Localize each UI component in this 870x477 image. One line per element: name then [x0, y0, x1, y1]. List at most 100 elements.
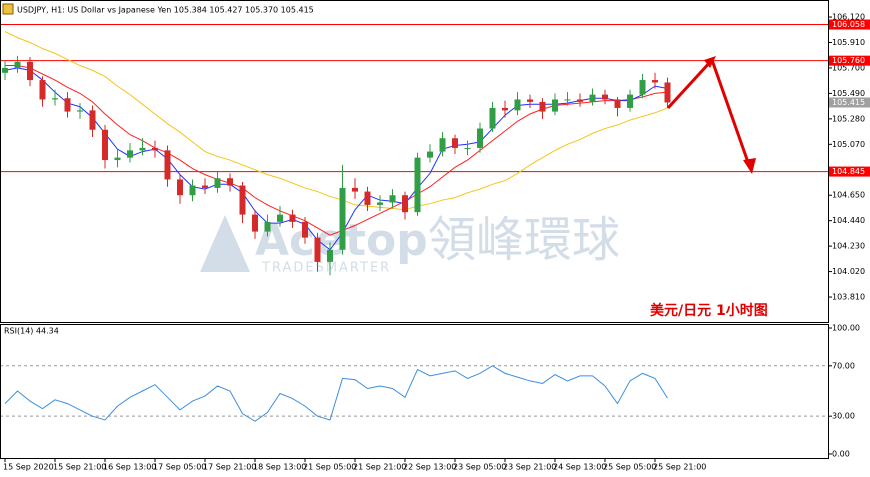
y-tick-label: 103.810	[832, 293, 865, 302]
candle-body	[264, 221, 271, 232]
candle-body	[302, 221, 308, 238]
candle-body	[389, 195, 396, 203]
y-tick-label: 105.280	[832, 114, 865, 123]
y-tick-label: 104.650	[832, 191, 865, 200]
candle-body	[352, 187, 358, 192]
candle-body	[489, 107, 496, 129]
symbol-icon	[2, 3, 14, 15]
y-tick-label: 104.020	[832, 267, 865, 276]
y-tick-label: 70.00	[832, 361, 855, 370]
rsi-title: RSI(14) 44.34	[4, 327, 59, 336]
y-tick-label: 30.00	[832, 412, 855, 421]
y-tick-label: 105.910	[832, 38, 865, 47]
level-label: 105.760	[832, 56, 865, 65]
candle-body	[427, 151, 433, 158]
candle-body	[339, 187, 346, 250]
main-panel-border	[0, 0, 829, 323]
annotation: 美元/日元 1小时图	[650, 302, 768, 319]
candle-body	[102, 129, 108, 161]
candle-body	[564, 99, 571, 101]
candle-body	[89, 110, 96, 130]
level-label-box	[829, 19, 870, 30]
candle-body	[27, 61, 33, 81]
candle-body	[477, 128, 483, 148]
x-tick-label: 25 Sep 05:00	[603, 463, 656, 472]
level-label: 106.058	[832, 20, 865, 29]
candle-body	[527, 99, 533, 102]
chart-title: USDJPY, H1: US Dollar vs Japanese Yen 10…	[17, 6, 314, 15]
watermark-tagline: TRADESMARTER	[261, 261, 391, 276]
x-tick-label: 23 Sep 05:00	[453, 463, 506, 472]
y-tick-label: 0.00	[832, 449, 850, 458]
candle-body	[364, 191, 371, 205]
x-tick-label: 17 Sep 21:00	[203, 463, 256, 472]
candle-body	[314, 237, 321, 262]
candle-body	[14, 61, 21, 68]
level-label: 104.845	[832, 167, 865, 176]
candle-body	[164, 150, 171, 180]
x-tick-label: 22 Sep 13:00	[403, 463, 456, 472]
candle-body	[189, 185, 196, 196]
x-tick-label: 17 Sep 05:00	[153, 463, 206, 472]
candle-body	[589, 94, 596, 102]
x-tick-label: 21 Sep 05:00	[303, 463, 356, 472]
y-tick-label: 105.070	[832, 140, 865, 149]
candle-body	[439, 138, 446, 152]
candle-body	[214, 178, 221, 188]
rsi-line	[4, 365, 668, 422]
candle-body	[239, 185, 246, 215]
x-tick-label: 25 Sep 21:00	[653, 463, 706, 472]
x-tick-label: 15 Sep 21:00	[53, 463, 106, 472]
candle-body	[77, 110, 83, 112]
watermark: Acetop 領峰環球 TRADESMARTER	[200, 212, 620, 276]
candle-body	[152, 147, 158, 151]
rsi-panel-border	[0, 324, 829, 459]
y-tick-label: 106.120	[832, 13, 865, 22]
x-tick-label: 18 Sep 13:00	[253, 463, 306, 472]
candle-body	[202, 185, 208, 188]
candle-body	[602, 94, 608, 100]
current-price-label: 105.415	[832, 98, 865, 107]
x-tick-label: 16 Sep 13:00	[103, 463, 156, 472]
candle-body	[452, 138, 458, 148]
candle-body	[577, 99, 583, 102]
candle-body	[377, 202, 383, 205]
candle-body	[539, 101, 546, 112]
candle-body	[627, 94, 633, 108]
candle-body	[127, 150, 133, 158]
candle-body	[114, 157, 121, 161]
candle-body	[177, 179, 183, 196]
watermark-logo	[200, 215, 250, 272]
candle-body	[2, 67, 8, 73]
candle-body	[52, 98, 58, 100]
candle-body	[139, 147, 146, 151]
plot-area: 106.120 105.910 105.700 105.490 105.280 105.0…	[0, 13, 870, 472]
candle-body	[664, 82, 671, 103]
candle-body	[289, 214, 296, 222]
watermark-name: 領峰環球	[428, 212, 620, 268]
level-label-box	[829, 55, 870, 66]
y-tick-label: 104.440	[832, 216, 865, 225]
candle-body	[639, 80, 646, 95]
current-price-box	[829, 97, 870, 108]
y-tick-label: 105.490	[832, 89, 865, 98]
level-label-box	[829, 166, 870, 177]
x-tick-label: 15 Sep 2020	[3, 463, 54, 472]
y-tick-label: 104.230	[832, 242, 865, 251]
candle-body	[39, 80, 46, 100]
candle-body	[327, 249, 333, 262]
x-tick-label: 23 Sep 21:00	[503, 463, 556, 472]
candle-body	[464, 147, 471, 149]
candle-body	[502, 107, 508, 111]
candle-body	[414, 157, 421, 213]
candle-body	[227, 178, 233, 186]
candle-body	[514, 99, 521, 111]
candle-body	[552, 99, 558, 112]
candle-body	[402, 195, 408, 213]
candle-body	[277, 214, 283, 222]
candle-body	[652, 80, 658, 83]
x-tick-label: 24 Sep 13:00	[553, 463, 606, 472]
x-tick-label: 21 Sep 21:00	[353, 463, 406, 472]
